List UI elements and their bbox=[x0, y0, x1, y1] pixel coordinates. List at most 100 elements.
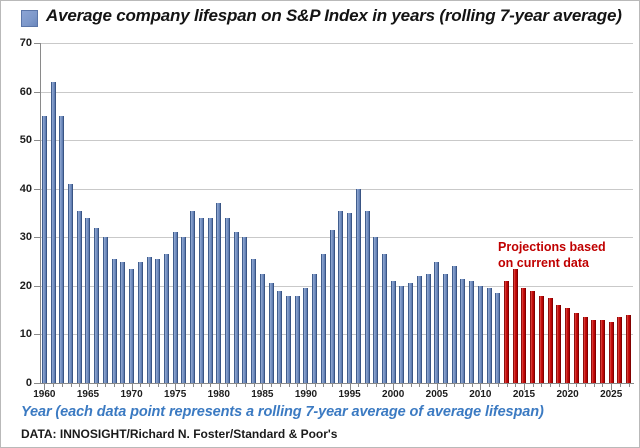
bar-1964 bbox=[76, 210, 82, 383]
bar-1984 bbox=[251, 259, 257, 383]
bar-1963 bbox=[68, 183, 74, 383]
bar-1971 bbox=[137, 261, 143, 383]
x-tick-1986 bbox=[271, 383, 273, 387]
bar-2015 bbox=[521, 288, 527, 383]
x-tick-2022 bbox=[585, 383, 587, 387]
x-tick-1962 bbox=[61, 383, 63, 387]
bar-1981 bbox=[224, 217, 230, 383]
gridline-70 bbox=[40, 43, 633, 44]
bar-2014 bbox=[512, 268, 518, 383]
bar-2011 bbox=[486, 288, 492, 383]
x-tick-1992 bbox=[323, 383, 325, 387]
x-tick-1972 bbox=[149, 383, 150, 387]
x-tick-1981 bbox=[227, 383, 229, 387]
bar-1970 bbox=[129, 268, 135, 383]
bar-1993 bbox=[329, 230, 335, 383]
bar-2025 bbox=[608, 322, 614, 383]
bar-2022 bbox=[582, 317, 588, 383]
x-tick-1964 bbox=[79, 383, 81, 387]
bar-1989 bbox=[294, 295, 300, 383]
x-tick-1969 bbox=[122, 383, 124, 387]
x-tick-2023 bbox=[593, 383, 595, 387]
x-axis-line bbox=[34, 383, 634, 384]
y-tick-30 bbox=[34, 237, 40, 239]
bar-2007 bbox=[451, 266, 457, 383]
x-axis-label-1960: 1960 bbox=[33, 389, 56, 400]
bar-2005 bbox=[434, 261, 440, 383]
gridline-40 bbox=[40, 188, 633, 190]
gridline-10 bbox=[40, 334, 633, 336]
x-tick-1985 bbox=[262, 383, 264, 390]
x-tick-1974 bbox=[166, 383, 168, 387]
bar-1992 bbox=[320, 254, 326, 383]
x-tick-2000 bbox=[393, 383, 395, 390]
x-tick-2006 bbox=[445, 383, 447, 387]
legend-swatch-icon bbox=[21, 10, 38, 27]
bar-1998 bbox=[373, 237, 379, 383]
x-tick-1983 bbox=[244, 383, 246, 387]
x-axis-label-2010: 2010 bbox=[469, 389, 492, 400]
projection-annotation-line-1: Projections based bbox=[498, 240, 606, 254]
y-axis-label-0: 0 bbox=[25, 377, 32, 389]
x-tick-1996 bbox=[358, 383, 360, 387]
gridline-20 bbox=[40, 285, 633, 287]
bar-2002 bbox=[408, 283, 414, 383]
bar-1994 bbox=[338, 210, 344, 383]
x-tick-1970 bbox=[131, 383, 133, 390]
x-axis-label-2015: 2015 bbox=[512, 389, 536, 400]
x-axis-label-1975: 1975 bbox=[164, 389, 187, 400]
x-tick-2002 bbox=[410, 383, 412, 387]
x-tick-1999 bbox=[384, 383, 386, 387]
y-tick-60 bbox=[34, 91, 40, 93]
bar-1987 bbox=[277, 290, 283, 383]
bar-2006 bbox=[443, 273, 448, 383]
x-axis-label-1980: 1980 bbox=[207, 389, 230, 400]
x-tick-2012 bbox=[497, 383, 499, 387]
x-tick-2005 bbox=[436, 383, 438, 390]
x-axis-label-1995: 1995 bbox=[338, 389, 361, 400]
x-tick-1963 bbox=[70, 383, 72, 387]
bar-1982 bbox=[233, 232, 239, 383]
bar-1967 bbox=[102, 237, 108, 383]
x-tick-2014 bbox=[515, 383, 517, 387]
bar-2021 bbox=[573, 312, 579, 383]
bar-1973 bbox=[155, 259, 161, 383]
bar-1991 bbox=[312, 273, 318, 383]
x-tick-2009 bbox=[471, 383, 473, 387]
bar-2018 bbox=[547, 298, 553, 383]
x-tick-1968 bbox=[114, 383, 116, 387]
x-tick-2004 bbox=[428, 383, 430, 387]
chart-title: Average company lifespan on S&P Index in… bbox=[46, 6, 622, 25]
x-tick-2010 bbox=[480, 383, 482, 390]
bar-1980 bbox=[216, 203, 222, 383]
gridline-50 bbox=[40, 140, 633, 142]
bar-2023 bbox=[591, 319, 597, 383]
x-tick-2018 bbox=[550, 383, 552, 387]
bar-2017 bbox=[538, 295, 544, 383]
bar-1999 bbox=[381, 254, 387, 383]
x-tick-2016 bbox=[532, 383, 534, 387]
bar-2013 bbox=[504, 281, 510, 383]
x-axis-label-2005: 2005 bbox=[425, 389, 448, 400]
projection-annotation: Projections based on current data bbox=[498, 239, 606, 271]
x-tick-1990 bbox=[305, 383, 307, 390]
bar-2010 bbox=[477, 285, 483, 383]
bar-2026 bbox=[617, 317, 623, 383]
bar-1979 bbox=[207, 217, 213, 383]
x-axis-label-2000: 2000 bbox=[382, 389, 405, 400]
x-tick-2011 bbox=[489, 383, 491, 387]
x-tick-1989 bbox=[297, 383, 299, 387]
x-tick-1997 bbox=[367, 383, 369, 387]
bar-1990 bbox=[303, 288, 309, 383]
bar-1988 bbox=[286, 295, 292, 383]
bar-1962 bbox=[59, 115, 65, 383]
bar-1995 bbox=[347, 213, 353, 383]
x-tick-2025 bbox=[611, 383, 613, 390]
bar-1969 bbox=[120, 261, 126, 383]
y-axis-label-40: 40 bbox=[19, 182, 32, 195]
bar-1986 bbox=[268, 283, 274, 383]
x-tick-1988 bbox=[288, 383, 290, 387]
x-tick-1971 bbox=[140, 383, 142, 387]
